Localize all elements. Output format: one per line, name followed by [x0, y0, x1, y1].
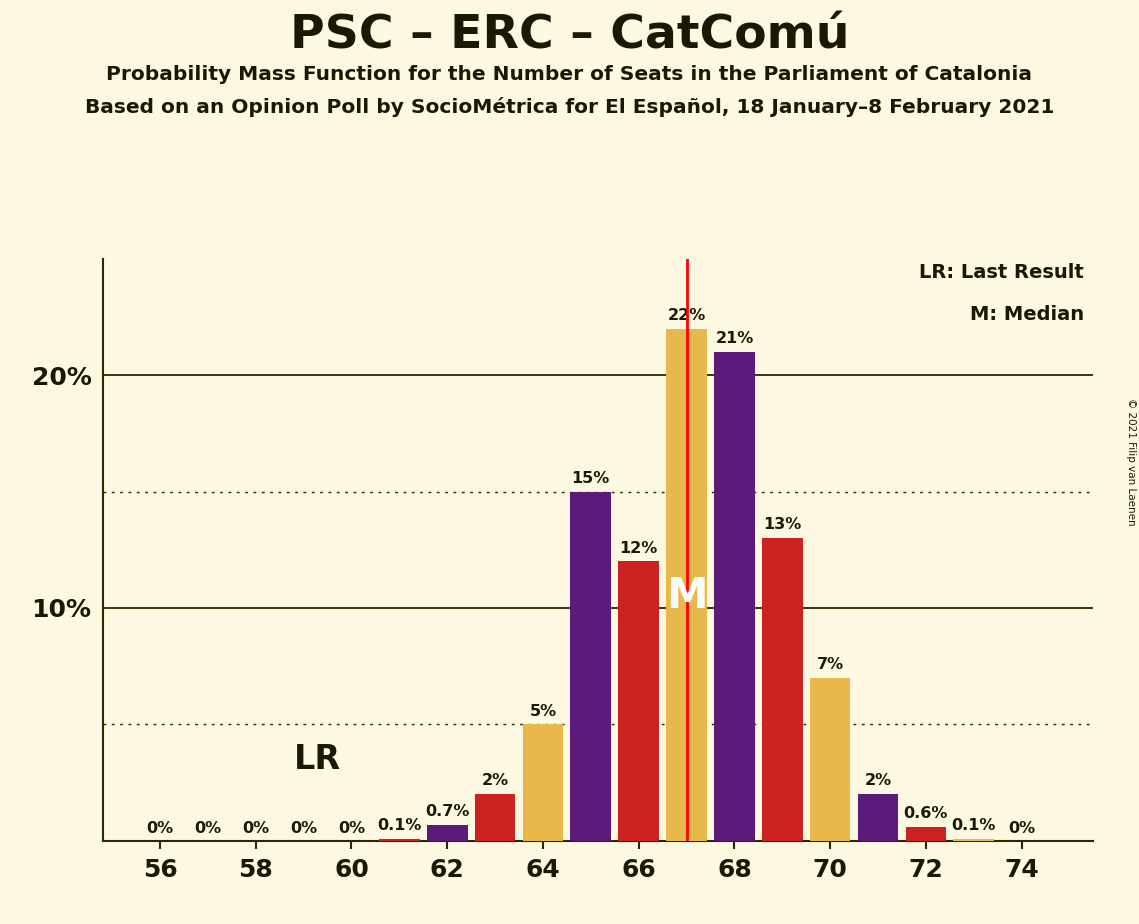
- Text: 21%: 21%: [715, 331, 754, 346]
- Text: 2%: 2%: [865, 773, 892, 788]
- Text: LR: Last Result: LR: Last Result: [919, 263, 1084, 283]
- Bar: [906, 827, 947, 841]
- Text: 0%: 0%: [195, 821, 221, 835]
- Text: 5%: 5%: [530, 703, 557, 719]
- Text: 0%: 0%: [1008, 821, 1035, 835]
- Text: PSC – ERC – CatComú: PSC – ERC – CatComú: [289, 14, 850, 59]
- Text: 0.6%: 0.6%: [903, 806, 948, 821]
- Text: 15%: 15%: [572, 470, 609, 486]
- Text: M: Median: M: Median: [969, 305, 1084, 324]
- Bar: [523, 724, 564, 841]
- Bar: [379, 838, 419, 841]
- Text: 13%: 13%: [763, 517, 802, 532]
- Text: Probability Mass Function for the Number of Seats in the Parliament of Catalonia: Probability Mass Function for the Number…: [107, 65, 1032, 84]
- Text: 2%: 2%: [482, 773, 509, 788]
- Text: 22%: 22%: [667, 308, 706, 322]
- Text: 12%: 12%: [620, 541, 658, 555]
- Bar: [714, 352, 755, 841]
- Bar: [762, 538, 803, 841]
- Bar: [618, 562, 659, 841]
- Bar: [475, 795, 516, 841]
- Text: 7%: 7%: [817, 657, 844, 672]
- Text: LR: LR: [294, 743, 341, 776]
- Bar: [666, 329, 707, 841]
- Text: M: M: [666, 576, 707, 617]
- Text: 0.7%: 0.7%: [425, 804, 469, 819]
- Text: 0%: 0%: [147, 821, 173, 835]
- Bar: [427, 824, 467, 841]
- Text: Based on an Opinion Poll by SocioMétrica for El Español, 18 January–8 February 2: Based on an Opinion Poll by SocioMétrica…: [84, 97, 1055, 117]
- Bar: [858, 795, 899, 841]
- Text: © 2021 Filip van Laenen: © 2021 Filip van Laenen: [1126, 398, 1136, 526]
- Bar: [953, 838, 994, 841]
- Text: 0.1%: 0.1%: [377, 818, 421, 833]
- Text: 0%: 0%: [243, 821, 269, 835]
- Text: 0.1%: 0.1%: [951, 818, 995, 833]
- Bar: [571, 492, 612, 841]
- Text: 0%: 0%: [338, 821, 364, 835]
- Text: 0%: 0%: [290, 821, 317, 835]
- Bar: [810, 678, 851, 841]
